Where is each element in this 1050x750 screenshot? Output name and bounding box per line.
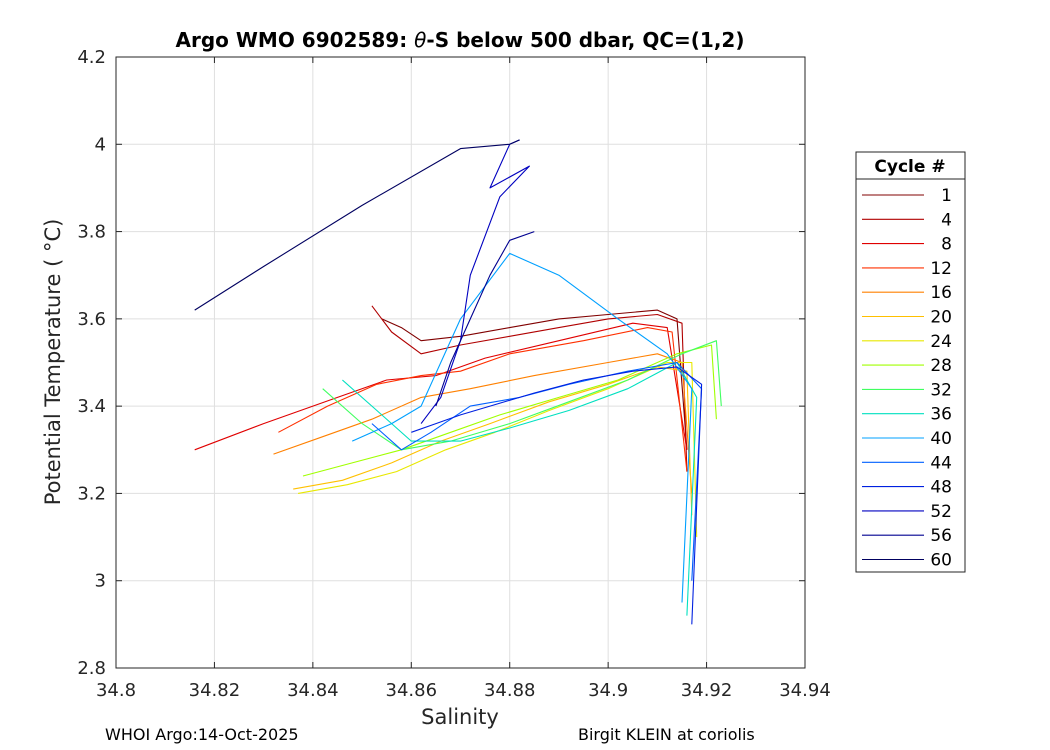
series-line-cycle-20 [293,366,693,516]
chart-title-suffix: -S below 500 dbar, QC=(1,2) [426,28,744,52]
series-layer [194,139,722,625]
y-tick-label: 3.4 [77,396,106,417]
series-line-cycle-52 [420,139,530,424]
legend-label-cycle-28: 28 [930,356,952,376]
legend-label-cycle-1: 1 [941,186,952,206]
legend-box [855,151,966,573]
x-tick-label: 34.8 [96,680,136,701]
y-axis-label: Potential Temperature ( °C) [41,219,65,506]
chart-title: Argo WMO 6902589: θ-S below 500 dbar, QC… [176,28,745,52]
legend-label-cycle-12: 12 [930,259,952,279]
legend-label-cycle-56: 56 [930,526,952,546]
legend-label-cycle-4: 4 [941,210,952,230]
x-tick-label: 34.86 [386,680,438,701]
y-tick-label: 3.6 [77,309,106,330]
y-tick-label: 4.2 [77,47,106,68]
legend-title: Cycle # [874,157,945,177]
series-line-cycle-1 [381,309,688,450]
axis-ticks: 34.8 34.82 34.84 34.86 34.88 34.9 34.92 34.94 2.… [77,47,830,701]
series-line-cycle-24 [298,361,698,538]
legend-label-cycle-52: 52 [930,502,952,522]
legend-label-cycle-48: 48 [930,478,952,498]
legend-label-cycle-20: 20 [930,308,952,328]
legend-label-cycle-16: 16 [930,283,952,303]
plot-border [115,56,806,669]
series-line-cycle-40 [351,252,693,603]
series-line-cycle-60 [194,139,520,311]
legend-label-cycle-32: 32 [930,380,952,400]
y-tick-label: 3.2 [77,483,106,504]
x-tick-label: 34.9 [588,680,628,701]
x-tick-label: 34.84 [287,680,339,701]
series-line-cycle-12 [278,327,688,472]
series-line-cycle-56 [435,231,535,407]
series-line-cycle-32 [322,340,722,451]
y-tick-label: 3 [95,571,106,592]
x-tick-label: 34.82 [189,680,241,701]
series-line-cycle-4 [371,305,688,472]
x-tick-label: 34.88 [484,680,536,701]
x-tick-label: 34.92 [681,680,733,701]
y-tick-label: 3.8 [77,222,106,243]
legend-label-cycle-60: 60 [930,551,952,571]
legend-label-cycle-8: 8 [941,235,952,255]
chart-title-prefix: Argo WMO 6902589: [176,28,415,52]
footer-right-text: Birgit KLEIN at coriolis [578,725,755,744]
legend-label-cycle-24: 24 [930,332,952,352]
series-line-cycle-8 [194,322,688,451]
legend-label-cycle-36: 36 [930,405,952,425]
legend-label-cycle-40: 40 [930,429,952,449]
x-tick-label: 34.94 [779,680,831,701]
footer-left-text: WHOI Argo:14-Oct-2025 [105,725,299,744]
series-line-cycle-48 [411,366,703,625]
legend-label-cycle-44: 44 [930,453,952,473]
y-tick-label: 2.8 [77,658,106,679]
x-axis-label: Salinity [421,705,499,729]
y-tick-label: 4 [95,134,106,155]
chart-title-theta: θ [414,28,426,52]
